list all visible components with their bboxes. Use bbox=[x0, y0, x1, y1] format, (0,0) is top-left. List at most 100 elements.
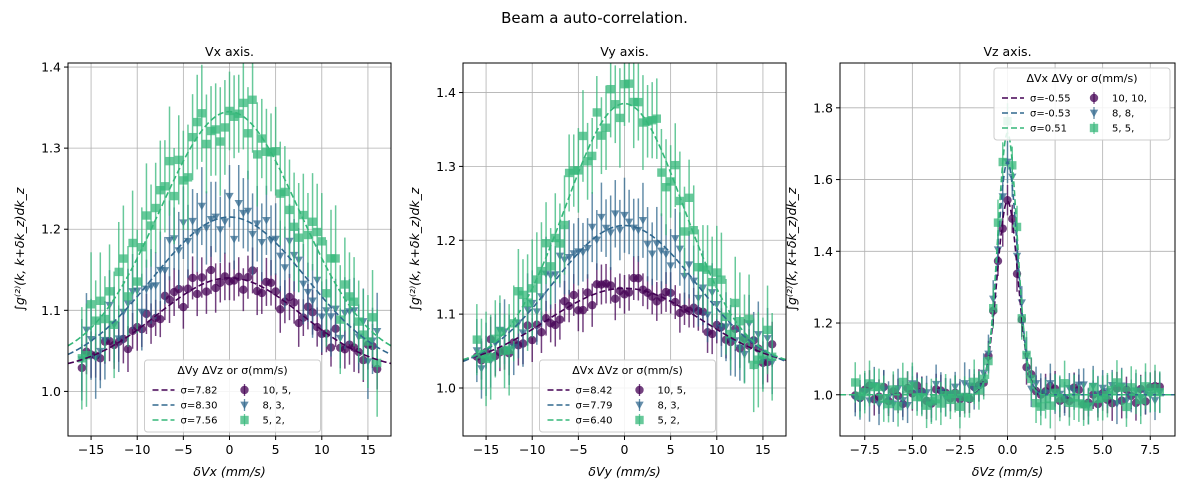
data-point bbox=[1074, 399, 1084, 408]
data-point bbox=[560, 220, 569, 230]
data-point bbox=[851, 378, 860, 387]
x-tick-label: 5 bbox=[667, 442, 675, 457]
data-point bbox=[151, 203, 160, 213]
data-point bbox=[927, 397, 936, 406]
data-point bbox=[578, 131, 588, 141]
data-point bbox=[889, 385, 898, 394]
data-point bbox=[606, 84, 615, 94]
y-tick-label: 1.8 bbox=[813, 100, 833, 115]
data-point bbox=[183, 284, 193, 293]
series-1 bbox=[472, 256, 777, 385]
legend-marker bbox=[635, 415, 644, 425]
legend-fit-label: σ=0.51 bbox=[1030, 124, 1067, 135]
x-tick-label: 0 bbox=[226, 442, 234, 457]
data-point bbox=[569, 250, 578, 258]
data-point bbox=[721, 312, 731, 322]
data-point bbox=[615, 226, 625, 235]
data-point bbox=[299, 210, 308, 220]
data-point bbox=[331, 254, 340, 263]
data-point bbox=[601, 224, 611, 233]
data-point bbox=[1055, 394, 1065, 403]
legend-series-label: 5, 2, bbox=[263, 416, 285, 427]
data-point bbox=[174, 155, 183, 165]
data-point bbox=[898, 377, 908, 387]
data-point bbox=[262, 147, 271, 156]
data-point bbox=[652, 114, 661, 123]
legend-fit-label: σ=8.30 bbox=[181, 401, 218, 412]
x-tick-label: 10 bbox=[314, 442, 330, 457]
data-point bbox=[472, 335, 482, 344]
data-point bbox=[1141, 382, 1150, 391]
data-point bbox=[183, 173, 193, 182]
data-point bbox=[308, 217, 317, 226]
data-point bbox=[634, 274, 643, 283]
data-point bbox=[156, 185, 165, 195]
legend-marker bbox=[1089, 109, 1099, 118]
data-point bbox=[555, 239, 565, 248]
data-point bbox=[931, 394, 941, 404]
data-point bbox=[946, 395, 955, 405]
data-point bbox=[1046, 401, 1055, 410]
data-point bbox=[322, 289, 331, 298]
x-tick-label: −2.5 bbox=[945, 442, 975, 457]
data-point bbox=[225, 192, 234, 201]
data-point bbox=[368, 313, 377, 322]
data-point bbox=[123, 292, 133, 301]
legend-series-label: 10, 10, bbox=[1112, 94, 1147, 105]
data-point bbox=[588, 223, 597, 232]
data-point bbox=[634, 226, 643, 235]
legend-title: ΔVx ΔVy or σ(mm/s) bbox=[1027, 72, 1138, 85]
data-point bbox=[941, 391, 950, 400]
data-point bbox=[1036, 402, 1046, 411]
data-point bbox=[276, 252, 285, 261]
y-tick-label: 1.2 bbox=[436, 233, 456, 248]
y-tick-label: 1.6 bbox=[813, 172, 833, 187]
data-point bbox=[146, 221, 156, 230]
data-point bbox=[234, 272, 243, 281]
data-point bbox=[252, 220, 262, 228]
data-point bbox=[289, 298, 299, 307]
data-point bbox=[252, 150, 262, 159]
x-tick-label: 5.0 bbox=[1093, 442, 1113, 457]
y-axis-label: ∫g⁽²⁾(k, k+δk_z)dk_z bbox=[407, 187, 422, 311]
x-tick-label: 0.0 bbox=[998, 442, 1018, 457]
y-tick-label: 1.3 bbox=[436, 159, 456, 174]
legend-fit-label: σ=6.40 bbox=[576, 416, 613, 427]
data-point bbox=[206, 265, 216, 275]
data-point bbox=[243, 129, 253, 138]
x-tick-label: 0 bbox=[621, 442, 629, 457]
data-point bbox=[744, 314, 754, 324]
y-tick-label: 1.3 bbox=[41, 141, 61, 156]
data-point bbox=[317, 237, 326, 246]
data-point bbox=[220, 123, 230, 132]
data-point bbox=[569, 166, 578, 175]
x-tick-label: 2.5 bbox=[1045, 442, 1065, 457]
data-point bbox=[620, 211, 629, 220]
data-point bbox=[156, 314, 165, 324]
ticks: −7.5 −5.0 −2.5 0.0 2.5 5.0 7.5 1.0 1.2 1.4 1.6 1.8 bbox=[813, 100, 1160, 457]
data-point bbox=[666, 177, 675, 186]
data-point bbox=[643, 117, 652, 126]
x-tick-label: −10 bbox=[519, 442, 545, 457]
data-point bbox=[731, 298, 740, 308]
data-point bbox=[312, 276, 322, 285]
data-point bbox=[280, 187, 290, 197]
data-point bbox=[855, 391, 865, 401]
data-point bbox=[1146, 387, 1155, 397]
x-tick-label: 15 bbox=[755, 442, 771, 457]
data-point bbox=[874, 382, 884, 392]
data-point bbox=[1127, 383, 1136, 392]
data-point bbox=[908, 381, 917, 391]
data-point bbox=[229, 235, 239, 244]
data-point bbox=[1088, 382, 1098, 392]
x-tick-label: −7.5 bbox=[850, 442, 880, 457]
data-point bbox=[680, 272, 689, 281]
legend-box bbox=[993, 67, 1171, 141]
data-point bbox=[989, 304, 998, 313]
data-point bbox=[1079, 400, 1088, 409]
data-point bbox=[234, 199, 243, 208]
data-point bbox=[969, 377, 979, 387]
data-point bbox=[119, 254, 128, 263]
data-point bbox=[680, 227, 689, 236]
data-point bbox=[349, 297, 359, 306]
